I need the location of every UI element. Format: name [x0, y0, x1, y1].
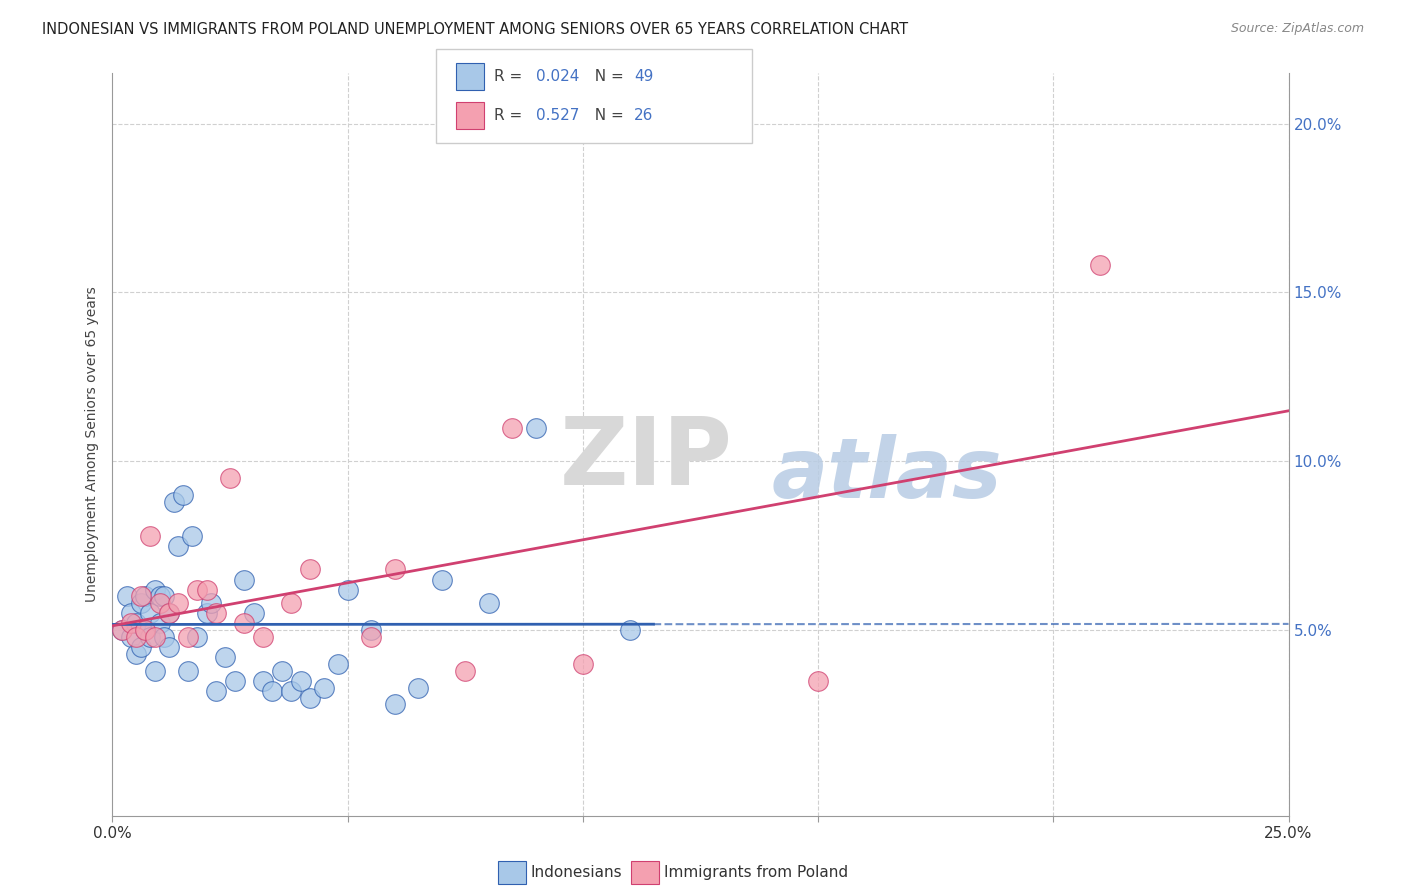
- Point: [111, 623, 134, 637]
- Point: [143, 582, 166, 597]
- Point: [270, 664, 292, 678]
- Point: [195, 582, 218, 597]
- Point: [120, 616, 142, 631]
- Point: [454, 664, 477, 678]
- Point: [153, 630, 176, 644]
- Point: [125, 647, 148, 661]
- Point: [619, 623, 641, 637]
- Point: [120, 607, 142, 621]
- Text: N =: N =: [585, 69, 628, 84]
- Text: 0.527: 0.527: [536, 108, 579, 123]
- Point: [143, 630, 166, 644]
- Point: [290, 673, 312, 688]
- Point: [177, 630, 200, 644]
- Point: [219, 471, 242, 485]
- Text: Immigrants from Poland: Immigrants from Poland: [664, 865, 848, 880]
- Point: [224, 673, 246, 688]
- Point: [328, 657, 350, 671]
- Point: [336, 582, 359, 597]
- Point: [157, 640, 180, 654]
- Point: [262, 684, 284, 698]
- Point: [143, 664, 166, 678]
- Point: [167, 539, 190, 553]
- Point: [360, 623, 382, 637]
- Point: [134, 623, 156, 637]
- Point: [430, 573, 453, 587]
- Point: [200, 596, 222, 610]
- Point: [129, 640, 152, 654]
- Point: [1090, 259, 1112, 273]
- Point: [125, 630, 148, 644]
- Point: [134, 623, 156, 637]
- Point: [111, 623, 134, 637]
- Point: [148, 590, 170, 604]
- Point: [252, 673, 274, 688]
- Point: [384, 698, 406, 712]
- Point: [186, 582, 208, 597]
- Point: [139, 607, 162, 621]
- Point: [242, 607, 264, 621]
- Point: [157, 607, 180, 621]
- Point: [572, 657, 595, 671]
- Text: Source: ZipAtlas.com: Source: ZipAtlas.com: [1230, 22, 1364, 36]
- Text: R =: R =: [494, 108, 527, 123]
- Point: [478, 596, 501, 610]
- Point: [153, 590, 176, 604]
- Point: [233, 616, 256, 631]
- Text: R =: R =: [494, 69, 527, 84]
- Text: 0.024: 0.024: [536, 69, 579, 84]
- Text: INDONESIAN VS IMMIGRANTS FROM POLAND UNEMPLOYMENT AMONG SENIORS OVER 65 YEARS CO: INDONESIAN VS IMMIGRANTS FROM POLAND UNE…: [42, 22, 908, 37]
- Point: [299, 690, 322, 705]
- Point: [252, 630, 274, 644]
- Point: [177, 664, 200, 678]
- Point: [360, 630, 382, 644]
- Point: [807, 673, 830, 688]
- Point: [181, 528, 204, 542]
- Text: atlas: atlas: [770, 434, 1001, 515]
- Point: [163, 495, 186, 509]
- Point: [134, 590, 156, 604]
- Point: [139, 630, 162, 644]
- Point: [125, 616, 148, 631]
- Point: [148, 616, 170, 631]
- Point: [115, 590, 138, 604]
- Point: [195, 607, 218, 621]
- Point: [205, 607, 228, 621]
- Point: [186, 630, 208, 644]
- Point: [172, 488, 194, 502]
- Text: ZIP: ZIP: [560, 413, 733, 505]
- Point: [214, 650, 236, 665]
- Y-axis label: Unemployment Among Seniors over 65 years: Unemployment Among Seniors over 65 years: [86, 286, 100, 602]
- Text: 26: 26: [634, 108, 654, 123]
- Point: [384, 562, 406, 576]
- Point: [148, 596, 170, 610]
- Point: [406, 681, 429, 695]
- Point: [299, 562, 322, 576]
- Point: [501, 420, 523, 434]
- Point: [233, 573, 256, 587]
- Point: [129, 590, 152, 604]
- Text: Indonesians: Indonesians: [530, 865, 621, 880]
- Point: [157, 607, 180, 621]
- Text: N =: N =: [585, 108, 628, 123]
- Point: [280, 684, 302, 698]
- Point: [524, 420, 547, 434]
- Point: [314, 681, 336, 695]
- Point: [129, 596, 152, 610]
- Point: [139, 528, 162, 542]
- Point: [167, 596, 190, 610]
- Point: [280, 596, 302, 610]
- Text: 49: 49: [634, 69, 654, 84]
- Point: [120, 630, 142, 644]
- Point: [205, 684, 228, 698]
